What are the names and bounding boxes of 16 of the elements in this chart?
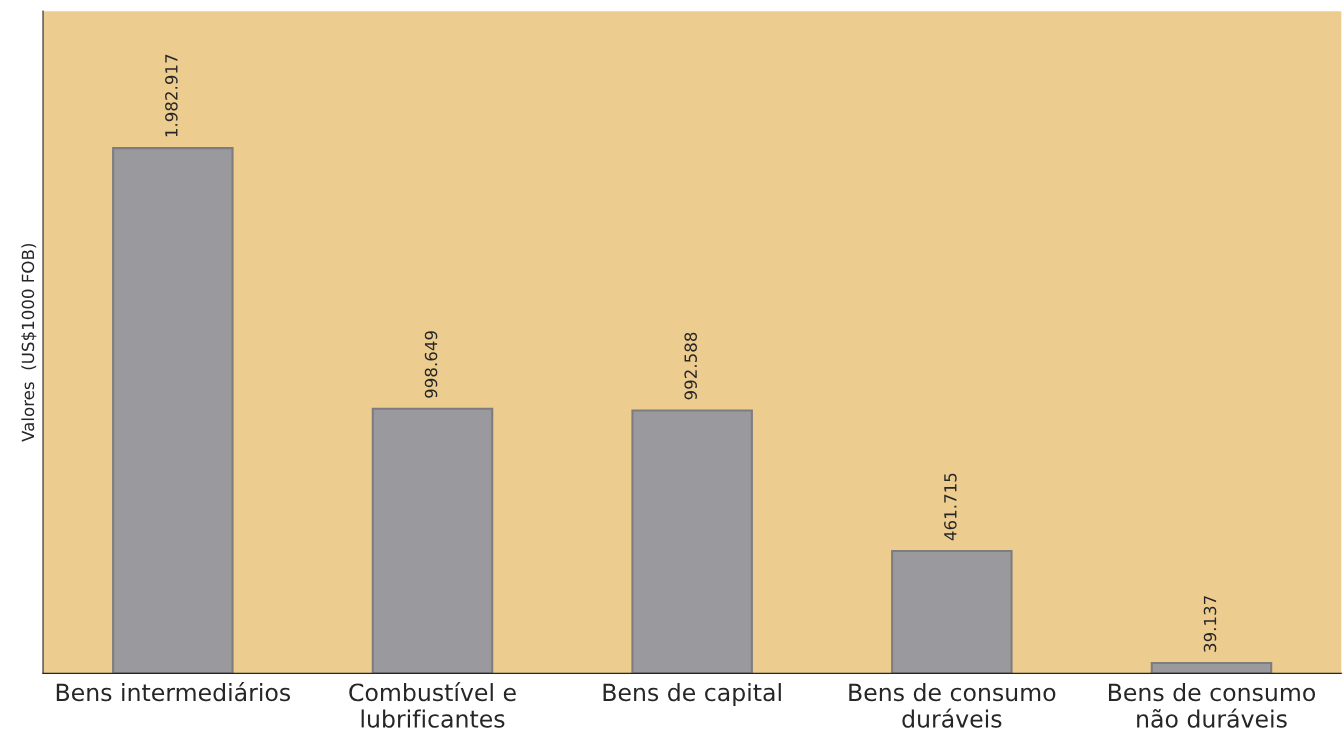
bar xyxy=(371,407,494,674)
y-axis-title: Valores (US$1000 FOB) xyxy=(21,243,37,442)
data-label: 998.649 xyxy=(424,331,438,398)
x-tick-label: Bens de consumo não duráveis xyxy=(1108,683,1315,728)
x-tick-label: Bens de capital xyxy=(603,683,781,706)
x-tick-label: Combustível e lubrificantes xyxy=(349,682,516,728)
bar xyxy=(891,549,1013,674)
x-tick-label: Bens de consumo duráveis xyxy=(849,683,1056,728)
x-tick-label: Bens intermediários xyxy=(56,682,291,702)
bar xyxy=(1150,661,1273,674)
data-label: 1.982.917 xyxy=(165,54,178,137)
bar xyxy=(631,409,753,674)
data-label: 39.137 xyxy=(1203,596,1217,652)
bar xyxy=(112,147,234,674)
data-label: 461.715 xyxy=(944,473,957,541)
data-label: 992.588 xyxy=(684,332,697,400)
